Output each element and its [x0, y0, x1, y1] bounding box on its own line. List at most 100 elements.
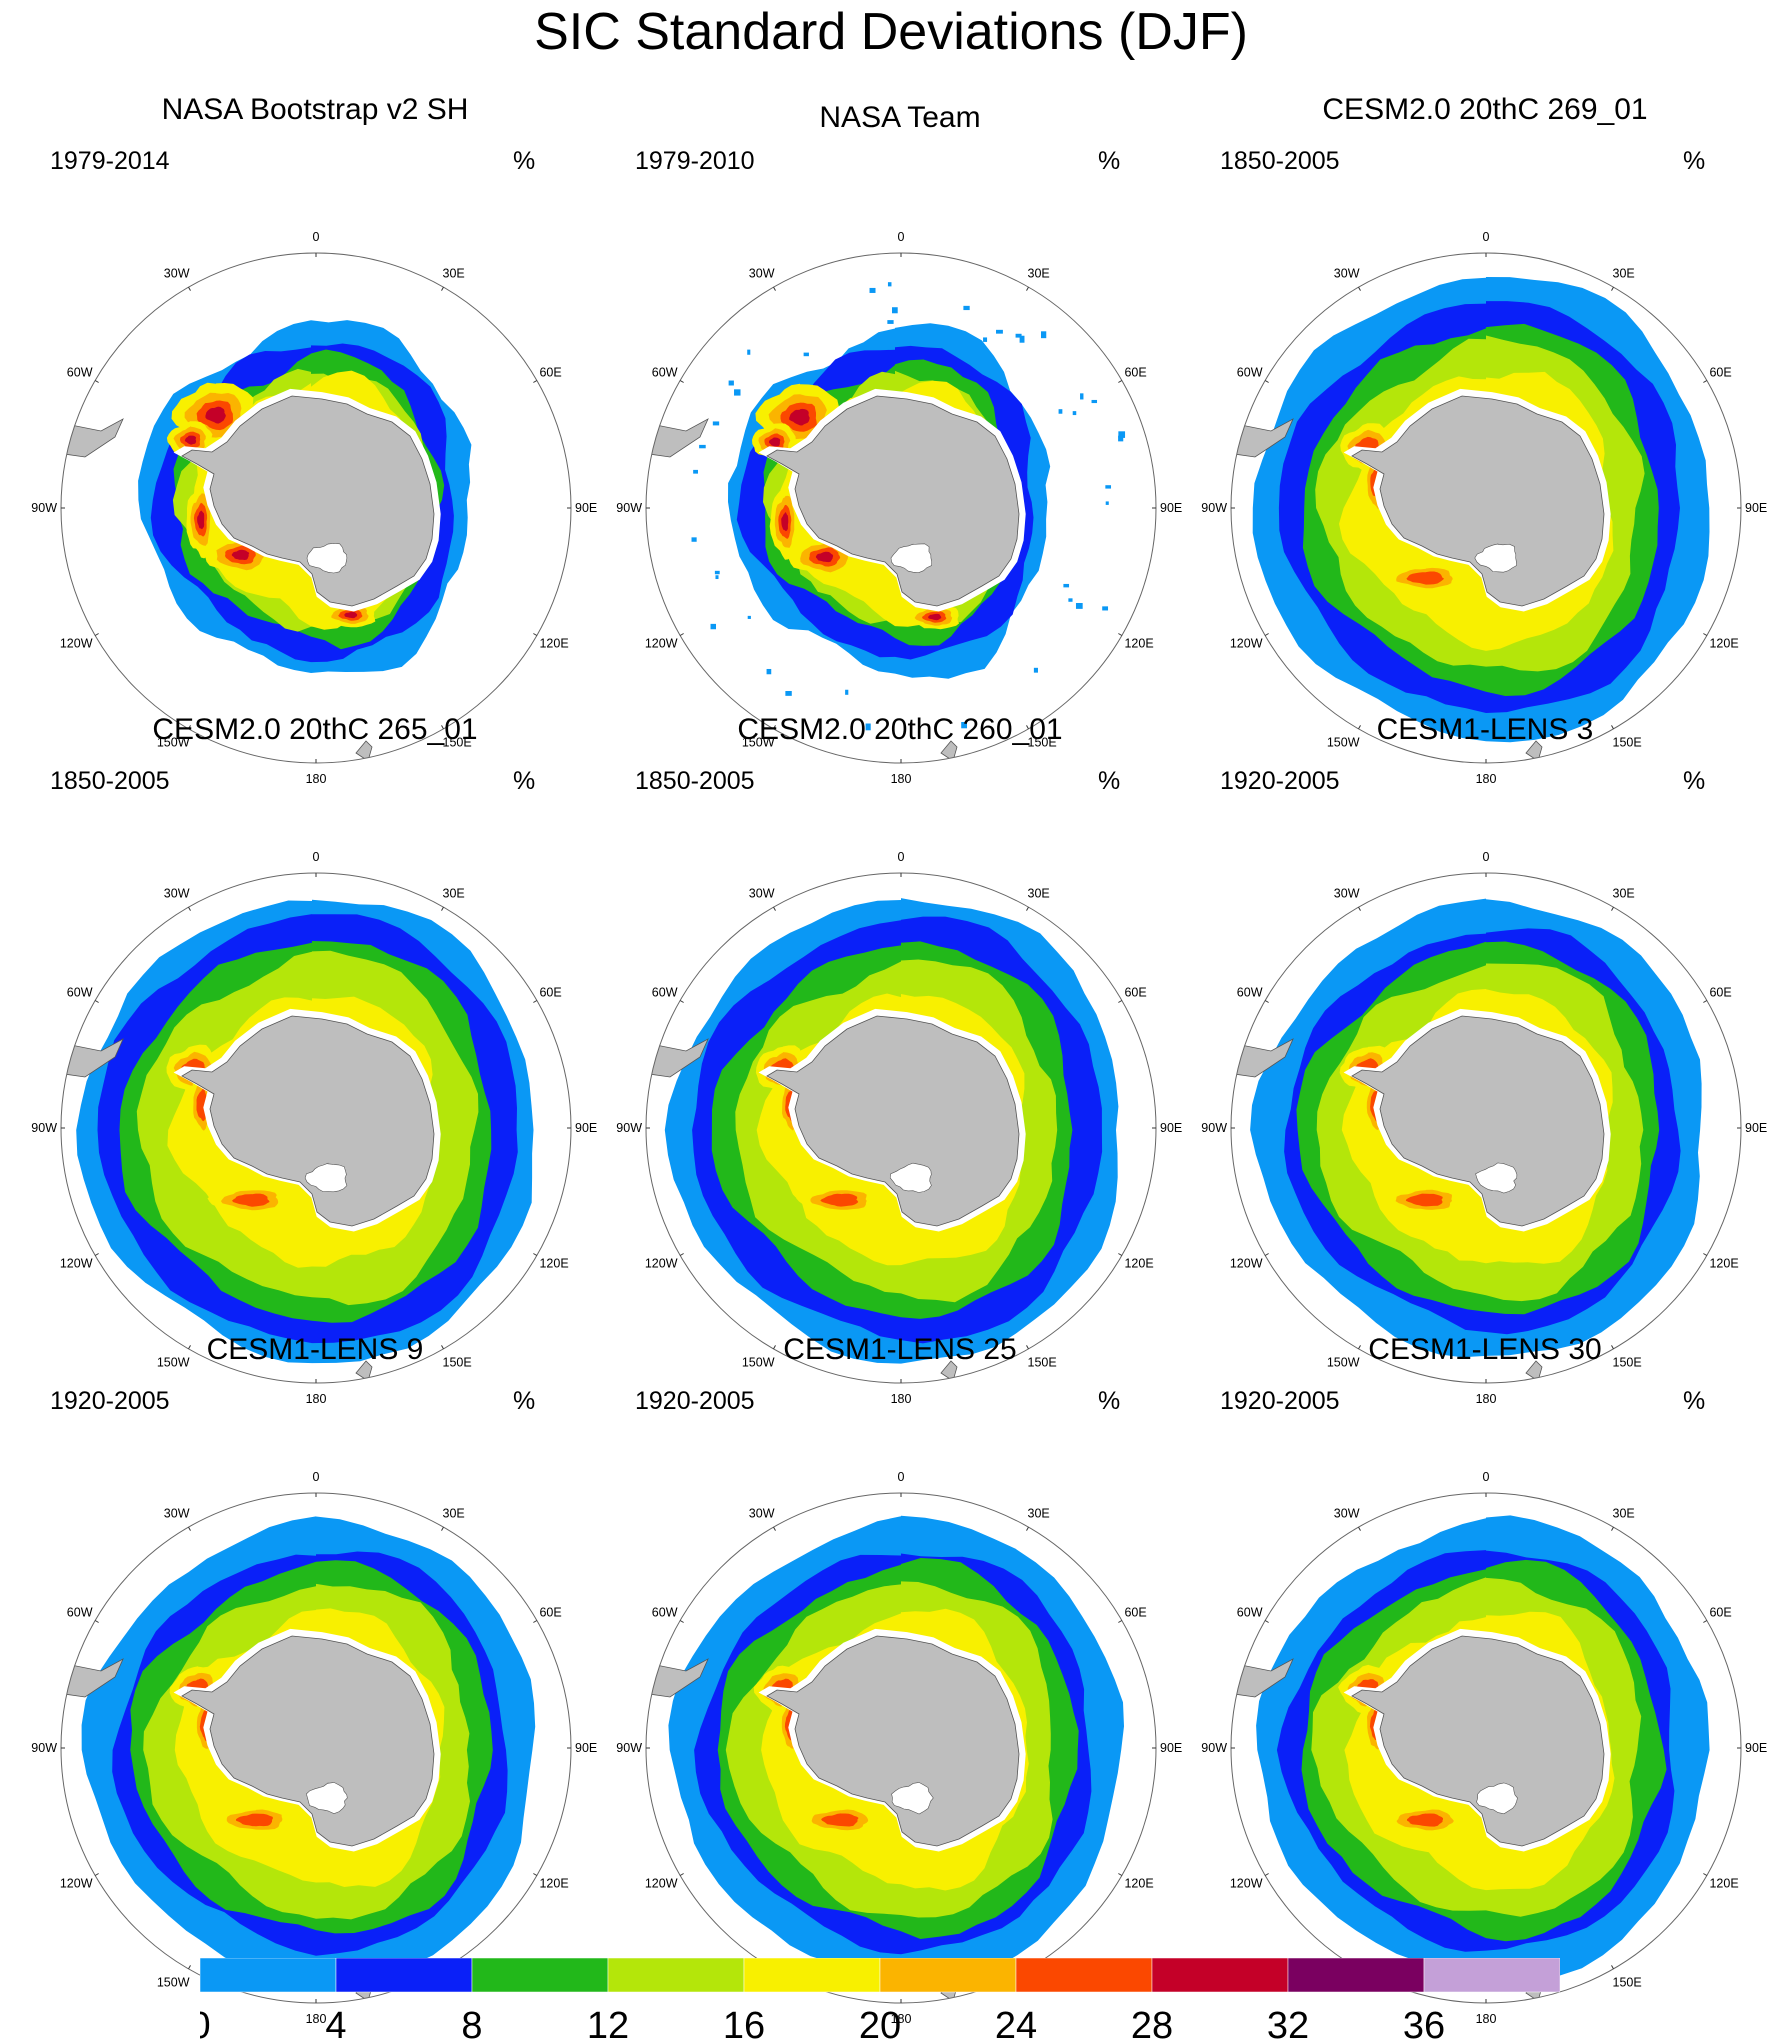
- longitude-tick: [679, 1620, 684, 1623]
- longitude-label: 120W: [645, 637, 678, 651]
- longitude-tick: [1118, 1253, 1123, 1256]
- longitude-tick: [1703, 1620, 1708, 1623]
- sic-hotspot: [205, 406, 226, 424]
- longitude-label: 30E: [443, 266, 465, 280]
- sic-speck: [892, 307, 898, 314]
- longitude-label: 30W: [1334, 886, 1360, 900]
- colorbar-label: 12: [587, 2005, 629, 2043]
- sic-speck: [1015, 333, 1022, 338]
- colorbar-swatch: [879, 1958, 1017, 1993]
- longitude-label: 120E: [539, 1877, 568, 1891]
- longitude-label: 90E: [1160, 1121, 1182, 1135]
- sic-speck: [1072, 411, 1077, 416]
- longitude-label: 90E: [575, 501, 597, 515]
- map-panel: CESM1-LENS 3 1920-2005% 0 30E 60E 90E 120E 150E…: [1190, 710, 1780, 1406]
- panel-period: 1850-2005: [1220, 147, 1340, 175]
- longitude-label: 120E: [1709, 1877, 1738, 1891]
- panel-period: 1920-2005: [50, 1387, 170, 1415]
- sic-speck: [747, 615, 751, 619]
- colorbar-label: 20: [859, 2005, 901, 2043]
- ice-shelf: [1475, 1162, 1518, 1194]
- longitude-tick: [188, 286, 191, 291]
- longitude-label: 30W: [749, 266, 775, 280]
- sic-speck: [845, 689, 849, 695]
- longitude-tick: [441, 725, 444, 730]
- sic-speck: [1102, 606, 1109, 611]
- sic-speck: [1033, 667, 1038, 673]
- longitude-label: 0: [898, 230, 905, 244]
- longitude-tick: [441, 286, 444, 291]
- map-panel: NASA Team 1979-2010% 0 30E 60E 90E 120E 150E 180…: [605, 90, 1195, 786]
- longitude-label: 90W: [31, 1741, 57, 1755]
- longitude-label: 90E: [1745, 1741, 1767, 1755]
- colorbar-label: 16: [723, 2005, 765, 2043]
- antarctica-landmass: [181, 1015, 435, 1227]
- longitude-tick: [773, 286, 776, 291]
- longitude-tick: [1611, 906, 1614, 911]
- longitude-tick: [679, 1873, 684, 1876]
- sic-speck: [715, 575, 719, 580]
- map-panel: CESM1-LENS 9 1920-2005% 0 30E 60E 90E 120E 150E…: [20, 1330, 610, 2026]
- longitude-label: 30E: [1028, 266, 1050, 280]
- colorbar-label: 24: [995, 2005, 1037, 2043]
- longitude-label: 30W: [749, 1506, 775, 1520]
- panel-period: 1850-2005: [50, 767, 170, 795]
- sic-speck: [1118, 435, 1124, 442]
- longitude-tick: [533, 633, 538, 636]
- sic-hotspot: [344, 611, 358, 619]
- longitude-tick: [1358, 1345, 1361, 1350]
- ice-shelf: [889, 1162, 932, 1193]
- sic-hotspot: [769, 437, 781, 447]
- panel-title: CESM2.0 20thC 269_01: [1322, 93, 1648, 126]
- panel-title: CESM2.0 20thC 265_01: [152, 713, 478, 746]
- longitude-label: 150W: [1327, 1356, 1360, 1370]
- antarctica-landmass: [766, 1015, 1020, 1227]
- longitude-tick: [1703, 633, 1708, 636]
- sic-speck: [1019, 335, 1025, 343]
- longitude-tick: [1118, 380, 1123, 383]
- ice-shelf: [306, 542, 348, 574]
- longitude-label: 180: [306, 1392, 327, 1406]
- longitude-tick: [1703, 1000, 1708, 1003]
- sic-speck: [1075, 603, 1083, 609]
- longitude-tick: [1264, 633, 1269, 636]
- longitude-label: 90W: [31, 501, 57, 515]
- longitude-label: 30E: [443, 1506, 465, 1520]
- panel-unit: %: [1098, 147, 1121, 175]
- panel-unit: %: [513, 767, 536, 795]
- panel-period: 1979-2014: [50, 147, 170, 175]
- longitude-label: 150W: [157, 736, 190, 750]
- longitude-tick: [1118, 1873, 1123, 1876]
- longitude-label: 150E: [1613, 736, 1642, 750]
- longitude-label: 60E: [1124, 366, 1146, 380]
- longitude-label: 120E: [1709, 1257, 1738, 1271]
- panel-title: NASA Bootstrap v2 SH: [161, 93, 469, 126]
- longitude-label: 60W: [652, 986, 678, 1000]
- longitude-tick: [533, 1000, 538, 1003]
- longitude-tick: [441, 1345, 444, 1350]
- longitude-label: 30E: [1028, 1506, 1050, 1520]
- longitude-label: 60E: [539, 1606, 561, 1620]
- ice-shelf: [890, 543, 933, 574]
- longitude-tick: [1358, 906, 1361, 911]
- longitude-tick: [94, 633, 99, 636]
- panel-title: CESM1-LENS 30: [1368, 1333, 1602, 1366]
- sic-speck: [983, 337, 988, 342]
- longitude-label: 90W: [1201, 1741, 1227, 1755]
- panel-title: NASA Team: [819, 101, 981, 134]
- longitude-tick: [1026, 286, 1029, 291]
- longitude-tick: [1611, 286, 1614, 291]
- antarctica-landmass: [181, 1635, 435, 1847]
- sic-speck: [691, 537, 697, 542]
- figure-title: SIC Standard Deviations (DJF): [534, 3, 1248, 61]
- longitude-label: 0: [898, 1470, 905, 1484]
- longitude-label: 90W: [616, 501, 642, 515]
- panel-title: CESM1-LENS 9: [206, 1333, 424, 1366]
- longitude-tick: [1358, 725, 1361, 730]
- longitude-tick: [1703, 380, 1708, 383]
- longitude-label: 0: [1483, 850, 1490, 864]
